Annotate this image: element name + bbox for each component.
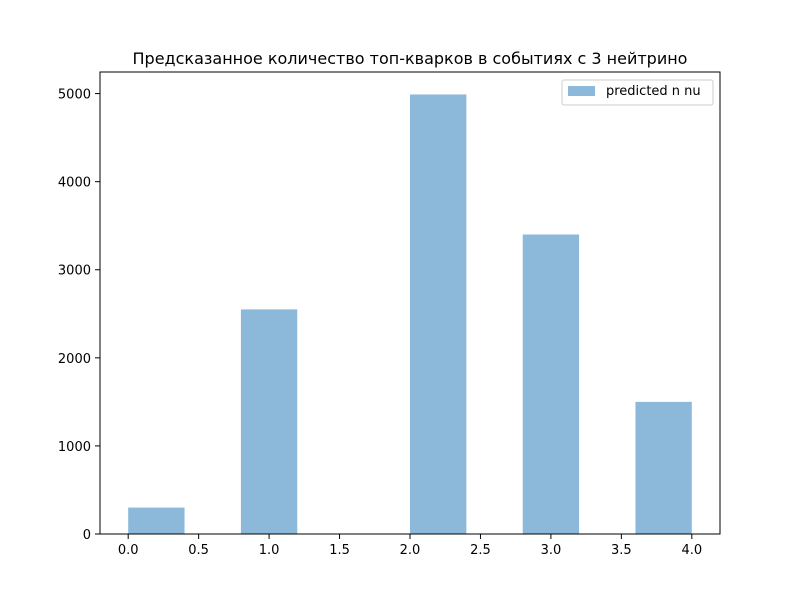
legend-label: predicted n nu <box>606 84 701 99</box>
y-axis-ticks: 0 1000 2000 3000 4000 5000 <box>58 88 100 543</box>
y-tick-label-4: 4000 <box>58 176 91 191</box>
x-axis-ticks: 0.0 0.5 1.0 1.5 2.0 2.5 3.0 3.5 4.0 <box>118 534 702 558</box>
bar-5 <box>635 401 692 534</box>
bars-group <box>128 94 692 534</box>
legend-swatch <box>568 86 595 96</box>
bar-3 <box>410 94 467 534</box>
legend: predicted n nu <box>561 79 714 106</box>
bar-0 <box>128 507 185 534</box>
y-tick-label-3: 3000 <box>58 264 91 279</box>
x-tick-label-8: 4.0 <box>681 543 702 558</box>
y-tick-label-1: 1000 <box>58 440 91 455</box>
x-tick-label-5: 2.5 <box>470 543 491 558</box>
bar-4 <box>522 234 580 534</box>
legend-box <box>561 79 714 106</box>
y-tick-label-0: 0 <box>83 528 91 543</box>
x-tick-label-0: 0.0 <box>118 543 139 558</box>
x-tick-label-2: 1.0 <box>259 543 280 558</box>
bar-1 <box>240 309 298 534</box>
x-tick-label-1: 0.5 <box>188 543 209 558</box>
x-tick-label-6: 3.0 <box>541 543 562 558</box>
y-tick-label-5: 5000 <box>58 88 91 103</box>
x-tick-label-7: 3.5 <box>611 543 632 558</box>
x-tick-label-4: 2.0 <box>400 543 421 558</box>
x-tick-label-3: 1.5 <box>329 543 350 558</box>
plot-frame <box>99 71 721 535</box>
chart-title: Предсказанное количество топ-кварков в с… <box>133 49 688 68</box>
y-tick-label-2: 2000 <box>58 352 91 367</box>
